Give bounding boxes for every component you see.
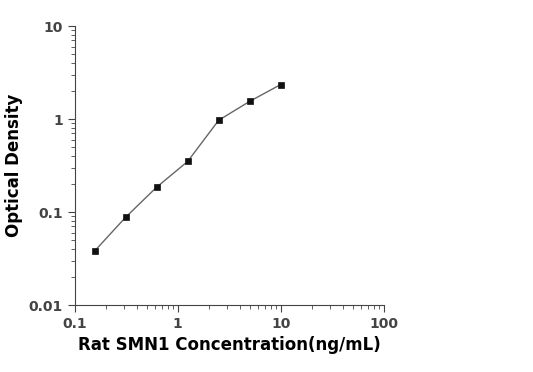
Y-axis label: Optical Density: Optical Density: [5, 94, 23, 237]
X-axis label: Rat SMN1 Concentration(ng/mL): Rat SMN1 Concentration(ng/mL): [78, 336, 381, 355]
